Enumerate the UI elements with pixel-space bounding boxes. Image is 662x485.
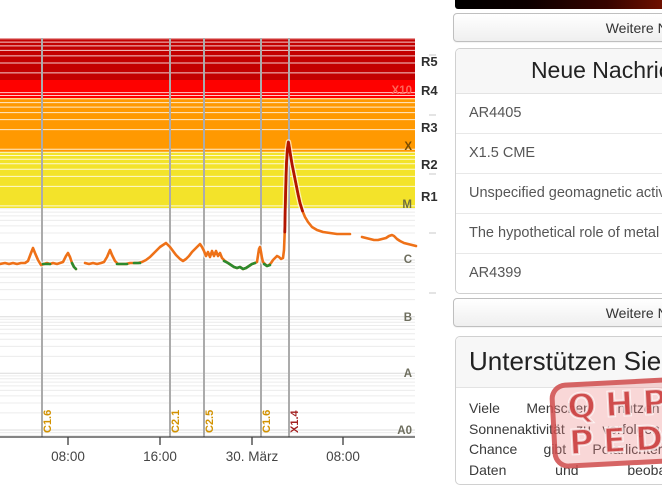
support-text-line: Sonnenaktivität zu verfolgen oder um zu … (469, 420, 662, 437)
svg-text:X10: X10 (392, 85, 412, 97)
svg-text:C: C (404, 254, 412, 266)
svg-text:08:00: 08:00 (51, 449, 85, 464)
svg-text:R2: R2 (421, 157, 438, 172)
svg-text:R4: R4 (421, 83, 438, 98)
support-card: Unterstützen Sie SpaceWeatherLive Viele … (455, 336, 662, 485)
news-card-title: Neue Nachrichten (456, 49, 662, 94)
top-more-news-button[interactable]: Weitere Nachrichten (453, 13, 662, 42)
news-list: AR4405 X1.5 CME Unspecified geomagnetic ac… (456, 94, 662, 293)
svg-text:16:00: 16:00 (143, 449, 177, 464)
xray-flux-chart: X10 X M C B A A0 R5 R4 R3 R2 R1 08:00 16:00 30. März 08… (0, 38, 438, 464)
svg-text:C1.6: C1.6 (42, 410, 54, 433)
svg-text:A0: A0 (397, 425, 412, 437)
support-text-line: Viele Menschen nutzen unsere Seite, um (469, 400, 662, 416)
svg-text:A: A (404, 368, 412, 380)
svg-text:R1: R1 (421, 189, 438, 204)
news-item[interactable]: AR4405 (456, 94, 662, 134)
svg-text:X: X (404, 141, 412, 153)
svg-text:C2.1: C2.1 (170, 410, 182, 433)
xray-flux-plot: X10 X M C B A A0 R5 R4 R3 R2 R1 08:00 16:00 30. März 08… (0, 38, 438, 464)
news-panel: Weitere Nachrichten Neue Nachrichten AR4… (453, 0, 662, 485)
svg-text:X1.4: X1.4 (289, 409, 301, 433)
svg-text:C1.6: C1.6 (261, 410, 273, 433)
svg-text:R3: R3 (421, 120, 438, 135)
news-item[interactable]: X1.5 CME (456, 134, 662, 174)
news-item[interactable]: AR4399 (456, 254, 662, 293)
svg-text:C2.5: C2.5 (204, 410, 216, 433)
svg-text:M: M (402, 199, 412, 211)
svg-text:B: B (404, 312, 412, 324)
more-news-button[interactable]: Weitere Nachrichten (453, 298, 662, 327)
sun-image-strip[interactable] (455, 0, 662, 9)
svg-text:30. März: 30. März (226, 449, 279, 464)
support-card-body: Viele Menschen nutzen unsere Seite, um So… (456, 388, 662, 484)
svg-text:08:00: 08:00 (326, 449, 360, 464)
support-card-title: Unterstützen Sie SpaceWeatherLive (456, 337, 662, 388)
support-text-line: Chance gibt Polarlichter, zu sehen. Dies… (469, 441, 662, 457)
news-item[interactable]: Unspecified geomagnetic activity (456, 174, 662, 214)
svg-text:R5: R5 (421, 54, 438, 69)
news-item[interactable]: The hypothetical role of metal ions (456, 214, 662, 254)
support-text-line: Daten und beobachten sie live (469, 461, 662, 478)
